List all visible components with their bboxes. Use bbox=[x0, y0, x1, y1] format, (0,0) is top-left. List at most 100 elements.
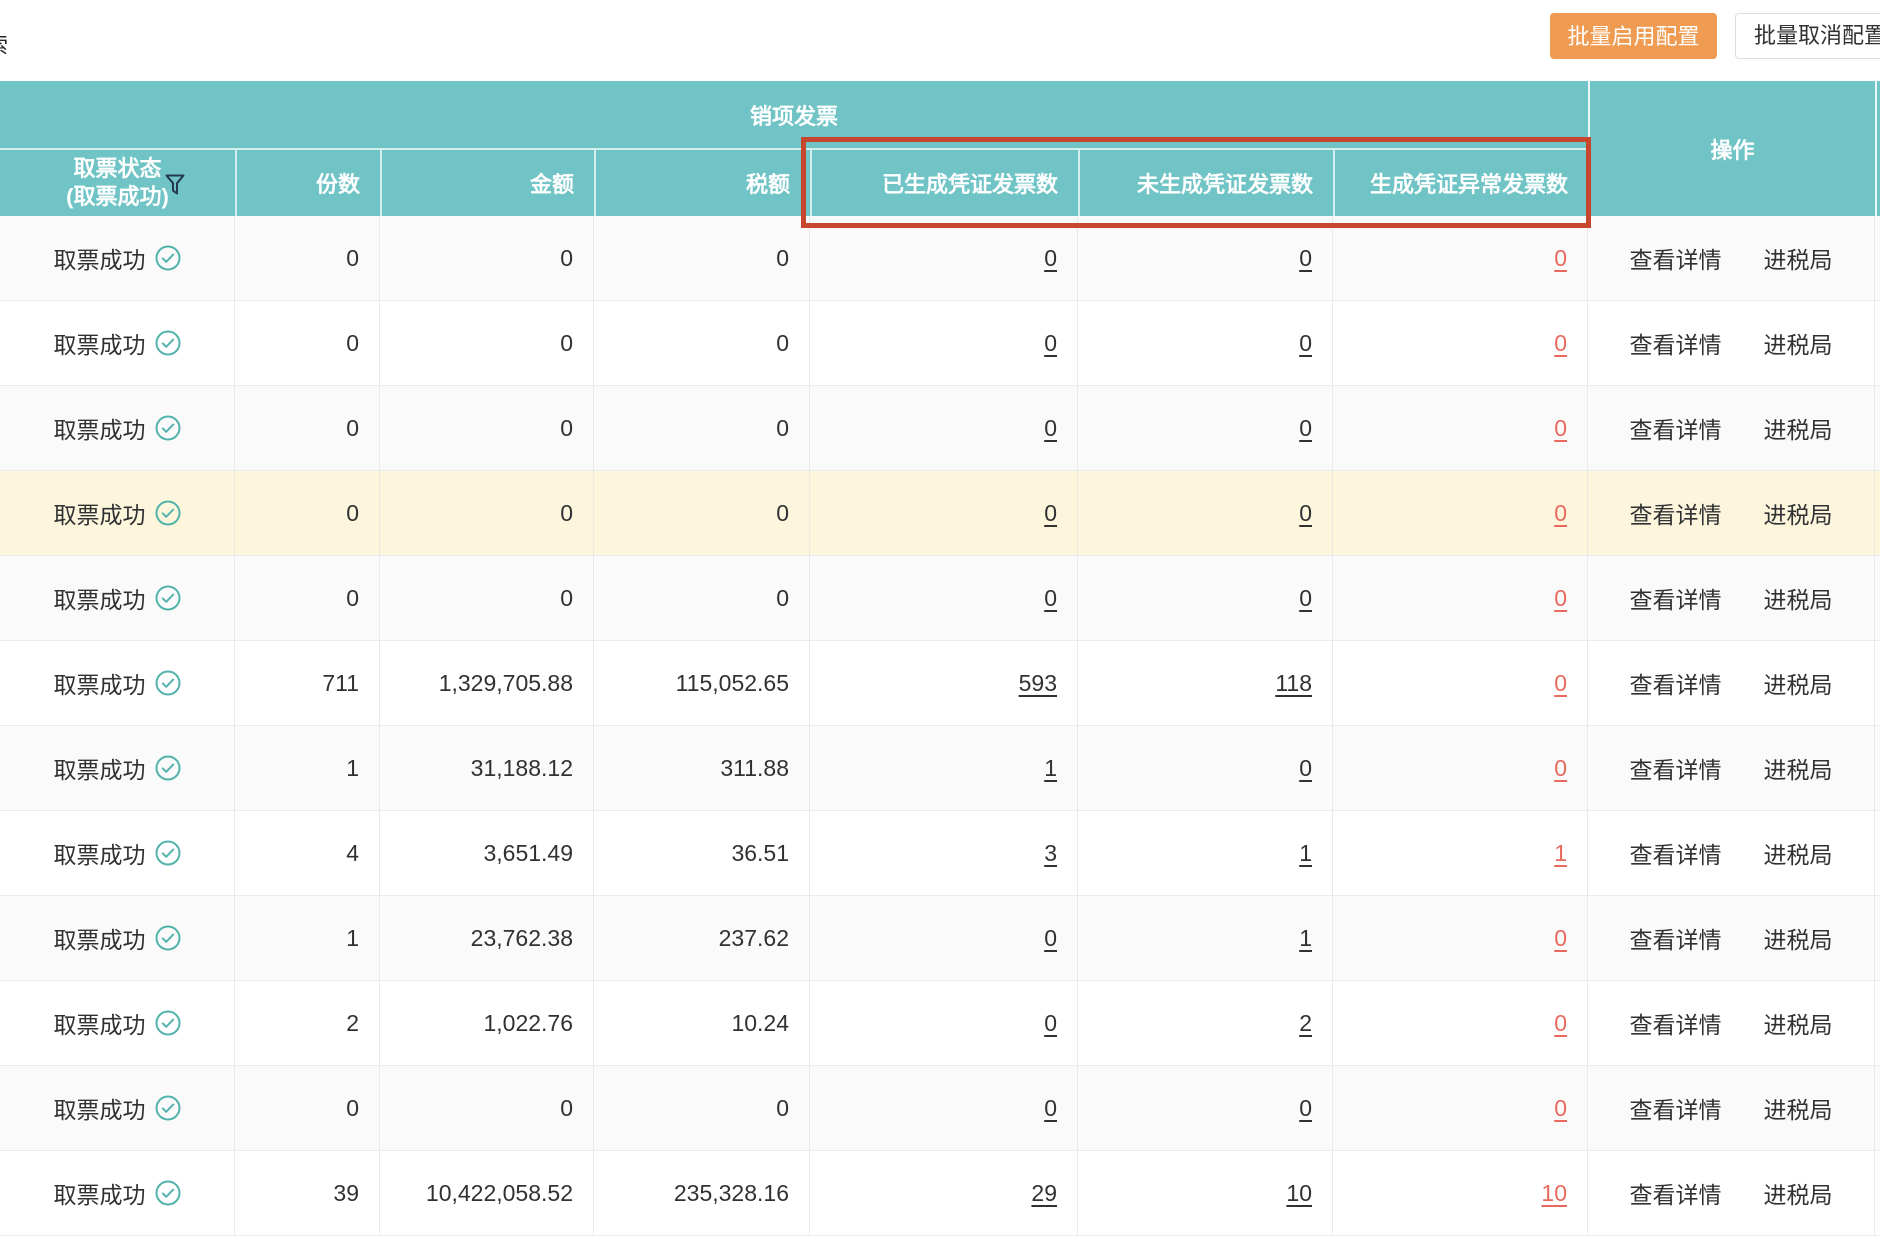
voucher-error-link[interactable]: 0 bbox=[1554, 499, 1567, 526]
batch-cancel-config-button[interactable]: 批量取消配置 bbox=[1735, 13, 1880, 59]
table-row: 取票成功 711 1,329,705.88 115,052.65 593 118… bbox=[0, 641, 1880, 726]
ticket-status-cell: 取票成功 bbox=[0, 216, 235, 301]
amount-cell: 0 bbox=[380, 301, 594, 386]
amount-cell: 3,651.49 bbox=[380, 811, 594, 896]
to-tax-bureau-link[interactable]: 进税局 bbox=[1763, 247, 1833, 273]
voucher-error-link[interactable]: 0 bbox=[1554, 924, 1567, 951]
to-tax-bureau-link[interactable]: 进税局 bbox=[1763, 842, 1833, 868]
voucher-not-generated-link[interactable]: 0 bbox=[1299, 584, 1312, 611]
success-check-icon bbox=[155, 670, 180, 696]
voucher-error-link[interactable]: 0 bbox=[1554, 1009, 1567, 1036]
operations-cell: 查看详情 进税局 bbox=[1588, 726, 1875, 811]
voucher-generated-link[interactable]: 0 bbox=[1044, 499, 1057, 526]
voucher-error-link[interactable]: 0 bbox=[1554, 754, 1567, 781]
to-tax-bureau-link[interactable]: 进税局 bbox=[1763, 502, 1833, 528]
voucher-generated-link[interactable]: 3 bbox=[1044, 839, 1057, 866]
amount-cell: 23,762.38 bbox=[380, 896, 594, 981]
voucher-generated-link[interactable]: 593 bbox=[1018, 669, 1057, 696]
voucher-not-generated-link[interactable]: 0 bbox=[1299, 329, 1312, 356]
clipped-right-cell bbox=[1875, 301, 1880, 386]
voucher-error-link[interactable]: 0 bbox=[1554, 1094, 1567, 1121]
voucher-not-generated-link[interactable]: 1 bbox=[1299, 839, 1312, 866]
voucher-error-link[interactable]: 0 bbox=[1554, 244, 1567, 271]
batch-enable-config-button[interactable]: 批量启用配置 bbox=[1550, 13, 1717, 59]
invoice-table: 销项发票 操作 取票状态 (取票成功) 份数 金额 税额 已生成凭证发票数 未生… bbox=[0, 81, 1880, 1236]
table-body: 取票成功 0 0 0 0 0 0 查看详情 进税局 取票成功 bbox=[0, 216, 1880, 1236]
view-details-link[interactable]: 查看详情 bbox=[1629, 247, 1722, 273]
view-details-link[interactable]: 查看详情 bbox=[1629, 757, 1722, 783]
ticket-status-text: 取票成功 bbox=[53, 757, 146, 783]
view-details-link[interactable]: 查看详情 bbox=[1629, 332, 1722, 358]
voucher-not-generated-link[interactable]: 0 bbox=[1299, 499, 1312, 526]
view-details-link[interactable]: 查看详情 bbox=[1629, 587, 1722, 613]
success-check-icon bbox=[155, 415, 180, 441]
voucher-generated-link[interactable]: 0 bbox=[1044, 244, 1057, 271]
voucher-error-link[interactable]: 0 bbox=[1554, 584, 1567, 611]
view-details-link[interactable]: 查看详情 bbox=[1629, 1097, 1722, 1123]
ticket-status-text: 取票成功 bbox=[53, 417, 146, 443]
to-tax-bureau-link[interactable]: 进税局 bbox=[1763, 927, 1833, 953]
to-tax-bureau-link[interactable]: 进税局 bbox=[1763, 1012, 1833, 1038]
voucher-not-generated-link[interactable]: 0 bbox=[1299, 244, 1312, 271]
voucher-error-link[interactable]: 0 bbox=[1554, 414, 1567, 441]
voucher-generated-link[interactable]: 1 bbox=[1044, 754, 1057, 781]
voucher-generated-link[interactable]: 0 bbox=[1044, 414, 1057, 441]
amount-cell: 31,188.12 bbox=[380, 726, 594, 811]
voucher-generated-link[interactable]: 0 bbox=[1044, 329, 1057, 356]
column-header-operations: 操作 bbox=[1588, 81, 1875, 216]
view-details-link[interactable]: 查看详情 bbox=[1629, 927, 1722, 953]
voucher-generated-link[interactable]: 0 bbox=[1044, 1009, 1057, 1036]
voucher-error-link[interactable]: 1 bbox=[1554, 839, 1567, 866]
amount-cell: 0 bbox=[380, 216, 594, 301]
ticket-status-label-line2: (取票成功) bbox=[66, 184, 169, 209]
view-details-link[interactable]: 查看详情 bbox=[1629, 1012, 1722, 1038]
success-check-icon bbox=[155, 1010, 180, 1036]
ticket-status-label-line1: 取票状态 bbox=[73, 156, 162, 181]
voucher-generated-cell: 0 bbox=[810, 471, 1078, 556]
tax-cell: 237.62 bbox=[594, 896, 810, 981]
column-header-voucher-not-generated: 未生成凭证发票数 bbox=[1078, 148, 1333, 216]
view-details-link[interactable]: 查看详情 bbox=[1629, 417, 1722, 443]
voucher-error-link[interactable]: 0 bbox=[1554, 329, 1567, 356]
success-check-icon bbox=[155, 1180, 180, 1206]
count-cell: 0 bbox=[235, 386, 380, 471]
to-tax-bureau-link[interactable]: 进税局 bbox=[1763, 1097, 1833, 1123]
voucher-not-generated-link[interactable]: 2 bbox=[1299, 1009, 1312, 1036]
voucher-not-generated-link[interactable]: 1 bbox=[1299, 924, 1312, 951]
voucher-not-generated-link[interactable]: 0 bbox=[1299, 754, 1312, 781]
voucher-generated-link[interactable]: 29 bbox=[1031, 1179, 1057, 1206]
voucher-not-generated-cell: 0 bbox=[1078, 386, 1333, 471]
clipped-right-cell bbox=[1875, 1151, 1880, 1236]
to-tax-bureau-link[interactable]: 进税局 bbox=[1763, 587, 1833, 613]
voucher-not-generated-link[interactable]: 0 bbox=[1299, 1094, 1312, 1121]
voucher-error-cell: 0 bbox=[1333, 386, 1588, 471]
voucher-generated-link[interactable]: 0 bbox=[1044, 1094, 1057, 1121]
voucher-not-generated-link[interactable]: 118 bbox=[1275, 669, 1312, 696]
view-details-link[interactable]: 查看详情 bbox=[1629, 842, 1722, 868]
to-tax-bureau-link[interactable]: 进税局 bbox=[1763, 417, 1833, 443]
tax-cell: 235,328.16 bbox=[594, 1151, 810, 1236]
to-tax-bureau-link[interactable]: 进税局 bbox=[1763, 332, 1833, 358]
voucher-generated-cell: 0 bbox=[810, 386, 1078, 471]
to-tax-bureau-link[interactable]: 进税局 bbox=[1763, 672, 1833, 698]
count-cell: 0 bbox=[235, 216, 380, 301]
voucher-generated-link[interactable]: 0 bbox=[1044, 924, 1057, 951]
success-check-icon bbox=[155, 245, 180, 271]
count-cell: 0 bbox=[235, 471, 380, 556]
voucher-generated-link[interactable]: 0 bbox=[1044, 584, 1057, 611]
voucher-not-generated-link[interactable]: 10 bbox=[1286, 1179, 1312, 1206]
view-details-link[interactable]: 查看详情 bbox=[1629, 1182, 1722, 1208]
table-row: 取票成功 0 0 0 0 0 0 查看详情 进税局 bbox=[0, 556, 1880, 641]
ticket-status-cell: 取票成功 bbox=[0, 811, 235, 896]
voucher-error-link[interactable]: 10 bbox=[1541, 1179, 1567, 1206]
amount-cell: 1,329,705.88 bbox=[380, 641, 594, 726]
voucher-error-link[interactable]: 0 bbox=[1554, 669, 1567, 696]
filter-icon[interactable] bbox=[165, 174, 185, 196]
view-details-link[interactable]: 查看详情 bbox=[1629, 502, 1722, 528]
view-details-link[interactable]: 查看详情 bbox=[1629, 672, 1722, 698]
to-tax-bureau-link[interactable]: 进税局 bbox=[1763, 757, 1833, 783]
voucher-not-generated-link[interactable]: 0 bbox=[1299, 414, 1312, 441]
tax-cell: 0 bbox=[594, 216, 810, 301]
to-tax-bureau-link[interactable]: 进税局 bbox=[1763, 1182, 1833, 1208]
group-header-output-invoices: 销项发票 bbox=[0, 81, 1588, 148]
